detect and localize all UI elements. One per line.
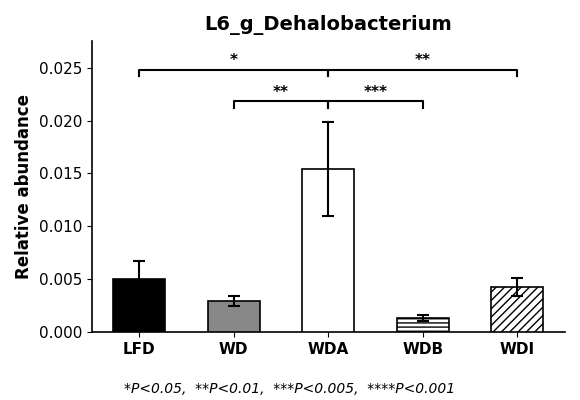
Y-axis label: Relative abundance: Relative abundance	[15, 94, 33, 279]
Bar	[208, 301, 260, 332]
Text: **: **	[415, 53, 431, 68]
Text: **: **	[273, 85, 289, 100]
Bar	[397, 318, 449, 332]
Title: L6_g_Dehalobacterium: L6_g_Dehalobacterium	[205, 15, 452, 35]
Text: ***: ***	[364, 85, 387, 100]
Bar	[113, 279, 165, 332]
Bar	[302, 169, 354, 332]
Text: *P<0.05,  **P<0.01,  ***P<0.005,  ****P<0.001: *P<0.05, **P<0.01, ***P<0.005, ****P<0.0…	[125, 382, 455, 396]
Text: *: *	[230, 53, 238, 68]
Bar	[491, 287, 543, 332]
